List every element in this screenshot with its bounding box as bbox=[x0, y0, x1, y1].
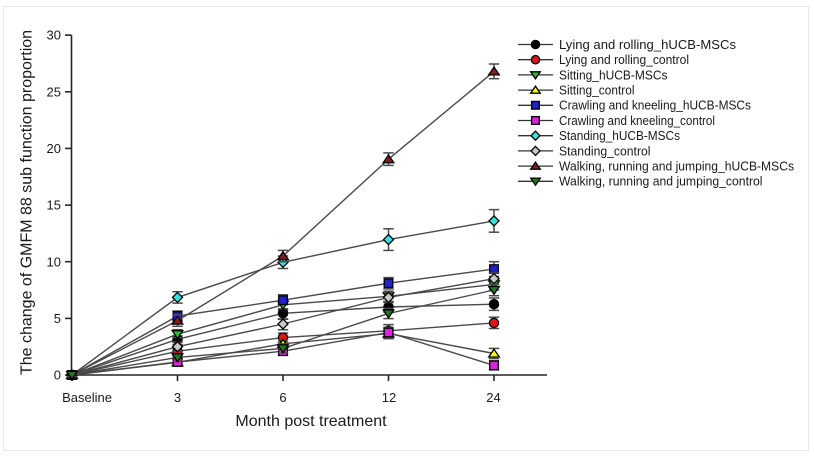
svg-text:Sitting_control: Sitting_control bbox=[559, 84, 635, 98]
svg-text:Sitting_hUCB-MSCs: Sitting_hUCB-MSCs bbox=[559, 68, 668, 82]
svg-text:6: 6 bbox=[279, 390, 286, 405]
svg-text:0: 0 bbox=[54, 368, 61, 383]
svg-text:3: 3 bbox=[174, 390, 181, 405]
svg-text:24: 24 bbox=[486, 390, 500, 405]
svg-text:15: 15 bbox=[47, 198, 61, 213]
svg-text:5: 5 bbox=[54, 311, 61, 326]
svg-text:25: 25 bbox=[47, 84, 61, 99]
svg-text:Walking, running and jumping_h: Walking, running and jumping_hUCB-MSCs bbox=[559, 160, 794, 174]
svg-text:Standing_hUCB-MSCs: Standing_hUCB-MSCs bbox=[559, 129, 680, 143]
svg-text:Crawling and kneeling_control: Crawling and kneeling_control bbox=[559, 114, 715, 128]
svg-text:12: 12 bbox=[382, 390, 396, 405]
svg-text:Baseline: Baseline bbox=[62, 390, 112, 405]
svg-text:30: 30 bbox=[47, 28, 61, 43]
svg-text:20: 20 bbox=[47, 141, 61, 156]
svg-text:Month post treatment: Month post treatment bbox=[235, 413, 387, 430]
svg-text:Walking, running and jumping_c: Walking, running and jumping_control bbox=[559, 175, 763, 189]
svg-text:Standing_control: Standing_control bbox=[559, 144, 651, 158]
svg-text:Lying and rolling_hUCB-MSCs: Lying and rolling_hUCB-MSCs bbox=[559, 38, 736, 52]
svg-text:The change of GMFM 88 sub func: The change of GMFM 88 sub function propo… bbox=[19, 30, 36, 375]
svg-text:10: 10 bbox=[47, 254, 61, 269]
svg-text:Lying and rolling_control: Lying and rolling_control bbox=[559, 53, 689, 67]
svg-text:Crawling and kneeling_hUCB-MSC: Crawling and kneeling_hUCB-MSCs bbox=[559, 99, 751, 113]
